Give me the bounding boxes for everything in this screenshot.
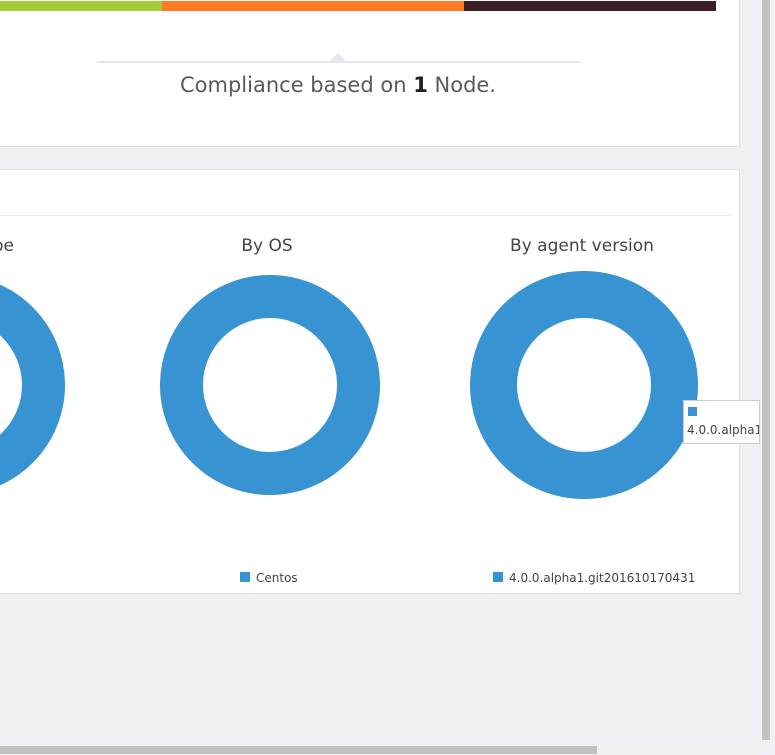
scroll-thumb[interactable] [0, 746, 597, 754]
status-bar-green [0, 1, 162, 11]
donut-slice [470, 271, 698, 499]
vertical-scrollbar[interactable] [760, 0, 775, 745]
chart-title: By agent version [510, 236, 654, 256]
donut-slice [160, 275, 380, 495]
legend-swatch [493, 572, 503, 582]
chart-title: By OS [241, 236, 292, 256]
compliance-count: 1 [413, 73, 428, 97]
compliance-prefix: Compliance based on [180, 73, 407, 97]
chart-title: pe [0, 236, 14, 256]
tooltip: 4.0.0.alpha1 [683, 400, 760, 444]
status-bar-orange [162, 1, 464, 11]
tooltip-text: 4.0.0.alpha1 [687, 423, 760, 437]
horizontal-scrollbar[interactable] [0, 745, 760, 755]
divider-pointer [330, 53, 346, 61]
status-bar-dark [464, 1, 716, 11]
compliance-suffix: Node. [434, 73, 496, 97]
donut-slice [0, 284, 65, 486]
legend-label: 4.0.0.alpha1.git201610170431 [509, 571, 695, 585]
charts: pe By OS Centos By agent version 4.0.0.alpha… [0, 236, 698, 585]
legend-swatch [240, 572, 250, 582]
legend-label: Centos [256, 571, 298, 585]
compliance-panel: Compliance based on 1 Node. [0, 0, 740, 147]
divider [0, 215, 730, 216]
tooltip-swatch [688, 407, 697, 416]
compliance-text: Compliance based on 1 Node. [0, 73, 685, 97]
scroll-thumb[interactable] [762, 0, 770, 740]
divider [97, 61, 580, 63]
